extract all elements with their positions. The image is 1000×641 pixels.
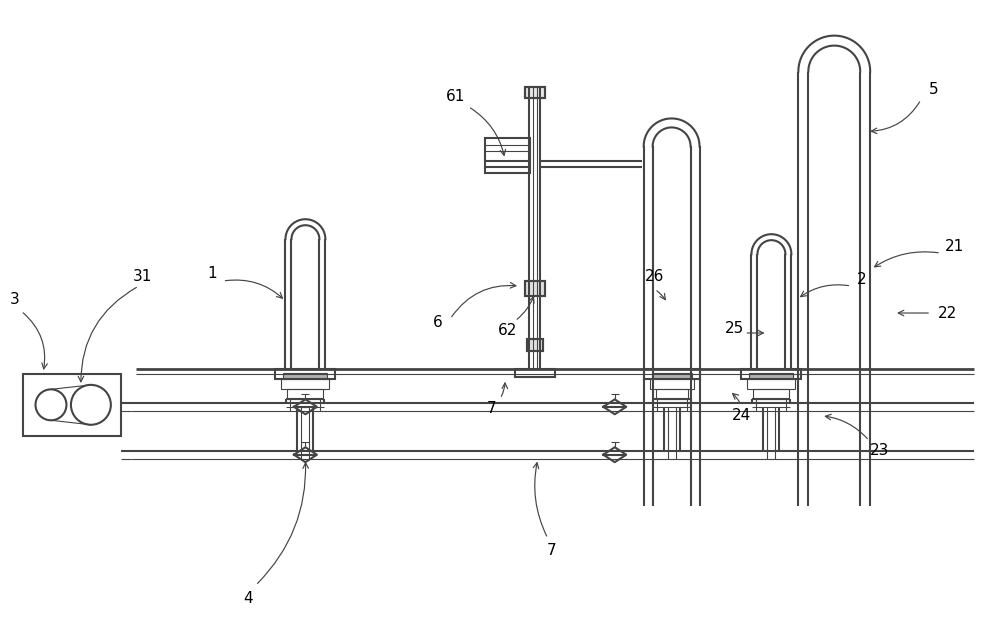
Bar (749, 373, 793, 378)
Text: 6: 6 (433, 315, 443, 331)
Text: 25: 25 (725, 322, 744, 337)
Text: 3: 3 (10, 292, 20, 306)
Text: 23: 23 (869, 443, 889, 458)
Bar (23, 374, 121, 436)
Text: 5: 5 (929, 82, 939, 97)
Bar (656, 389, 688, 399)
Bar (527, 339, 543, 351)
Text: 7: 7 (547, 543, 557, 558)
Bar (753, 389, 789, 399)
Text: 62: 62 (498, 324, 518, 338)
Bar (525, 281, 545, 296)
Bar (644, 369, 700, 379)
Text: 2: 2 (856, 272, 866, 287)
Bar (485, 138, 530, 173)
Text: 1: 1 (208, 265, 217, 281)
Bar (525, 87, 545, 99)
Bar (525, 87, 545, 99)
Bar (741, 369, 801, 379)
Text: 4: 4 (244, 591, 253, 606)
Text: 31: 31 (133, 269, 152, 283)
Text: 7: 7 (487, 401, 497, 416)
Bar (527, 339, 543, 351)
Text: 24: 24 (732, 408, 751, 423)
Bar (525, 281, 545, 296)
Bar (275, 369, 335, 379)
Text: 21: 21 (944, 238, 964, 254)
Bar (515, 369, 555, 377)
Bar (281, 379, 329, 389)
Bar (747, 379, 795, 389)
Text: 26: 26 (645, 269, 664, 283)
Bar (652, 373, 692, 378)
Bar (650, 379, 694, 389)
Bar (283, 373, 327, 378)
Text: 61: 61 (445, 89, 465, 104)
Bar (287, 389, 323, 399)
Text: 22: 22 (937, 306, 957, 320)
